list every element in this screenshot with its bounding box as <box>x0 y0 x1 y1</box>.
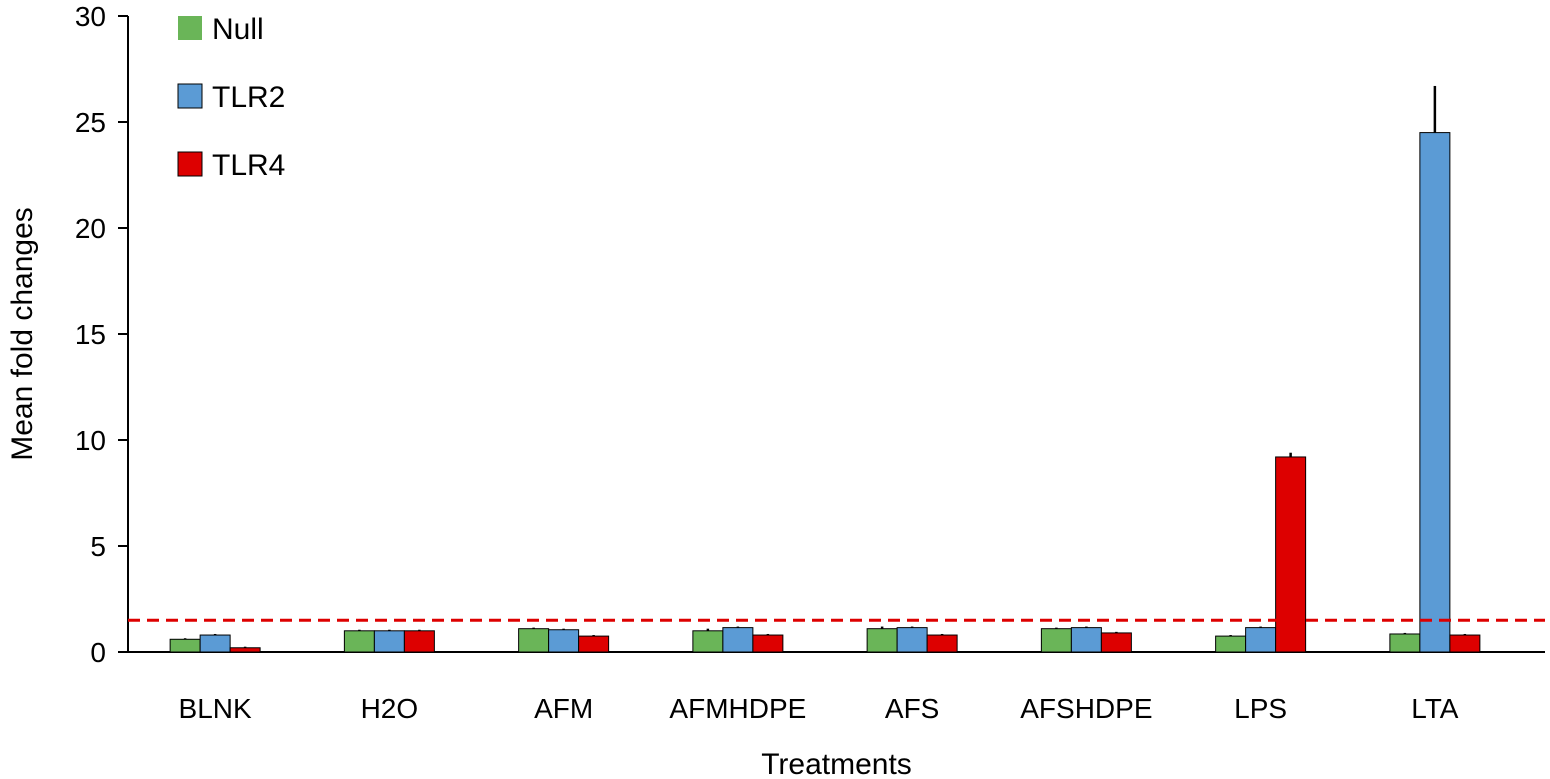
bar <box>866 628 898 653</box>
legend-swatch <box>177 151 203 177</box>
y-axis: 0 5 10 15 20 25 30 <box>75 1 129 668</box>
bar <box>343 630 375 653</box>
x-axis-title: Treatments <box>761 748 912 779</box>
bar <box>896 627 928 653</box>
x-tick-label: AFM <box>534 693 593 724</box>
legend-label: TLR2 <box>212 81 285 114</box>
bar <box>722 627 754 653</box>
bar <box>578 635 610 653</box>
legend-label: TLR4 <box>212 149 285 182</box>
bar <box>373 630 405 653</box>
error-bars <box>183 85 1467 648</box>
y-tick-label: 30 <box>75 1 106 32</box>
x-tick-label: AFS <box>885 693 939 724</box>
y-tick-label: 0 <box>90 637 106 668</box>
bar <box>752 634 784 653</box>
bar <box>1070 627 1102 653</box>
bars <box>169 132 1481 653</box>
legend-swatch <box>178 16 202 40</box>
bar <box>169 638 201 653</box>
y-tick-label: 20 <box>75 213 106 244</box>
bar <box>518 628 550 653</box>
bar <box>1040 628 1072 653</box>
bar <box>692 630 724 653</box>
bar <box>229 647 261 653</box>
x-tick-label: AFMHDPE <box>669 693 806 724</box>
y-axis-title: Mean fold changes <box>6 207 39 461</box>
x-axis: BLNK H2O AFM AFMHDPE AFS AFSHDPE LPS LTA <box>128 651 1545 724</box>
legend-label: Null <box>212 13 264 46</box>
bar <box>1275 456 1307 653</box>
x-tick-label: LPS <box>1234 693 1287 724</box>
y-tick-label: 10 <box>75 425 106 456</box>
legend-swatch <box>177 83 203 109</box>
x-tick-label: AFSHDPE <box>1020 693 1152 724</box>
bar <box>548 629 580 653</box>
bar <box>1419 132 1451 653</box>
legend: Null TLR2 TLR4 <box>177 13 285 182</box>
bar <box>1449 634 1481 653</box>
bar <box>1215 635 1247 653</box>
bar <box>199 634 231 653</box>
bar <box>1245 627 1277 653</box>
bar <box>403 630 435 653</box>
x-tick-label: LTA <box>1411 693 1459 724</box>
bar <box>1100 632 1132 653</box>
bar <box>926 634 958 653</box>
y-tick-label: 15 <box>75 319 106 350</box>
x-tick-label: H2O <box>361 693 419 724</box>
y-tick-label: 5 <box>90 531 106 562</box>
x-tick-label: BLNK <box>179 693 252 724</box>
y-tick-label: 25 <box>75 107 106 138</box>
bar <box>1389 633 1421 653</box>
